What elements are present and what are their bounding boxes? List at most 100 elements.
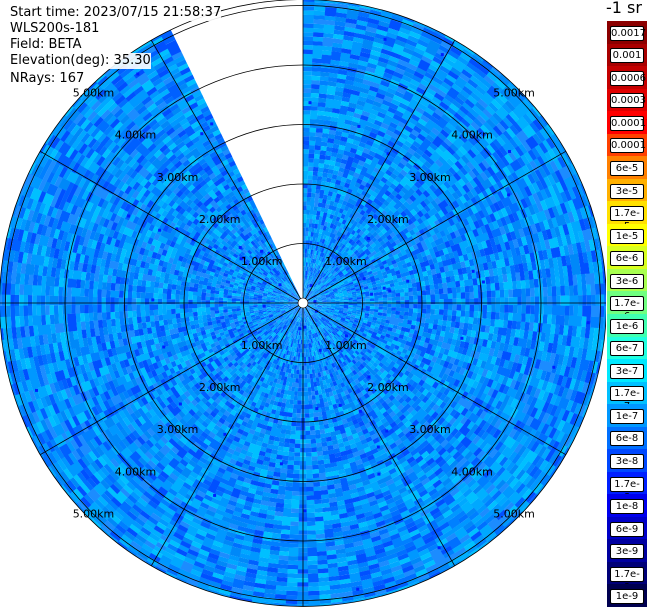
colorbar-swatch: 0.0003: [607, 88, 647, 112]
colorbar-tick-label: 0.00017: [610, 115, 647, 131]
colorbar-swatch: 1.7e-8: [607, 471, 647, 503]
colorbar-tick-label: 0.0006: [610, 70, 646, 86]
field-speckle: [308, 101, 312, 105]
field-speckle: [388, 289, 392, 293]
range-ring-label: 4.00km: [115, 465, 157, 478]
field-speckle: [377, 472, 381, 476]
field-speckle: [440, 53, 444, 57]
field-speckle: [507, 193, 511, 197]
colorbar-swatch: 6e-8: [607, 426, 647, 450]
colorbar-swatch: 1.7e-7: [607, 381, 647, 412]
colorbar-tick-label: 1e-9: [610, 589, 644, 605]
ppi-plot: 1.00km 1.00km 1.00km 1.00km 2.00km 2.00km 2.00…: [0, 0, 606, 607]
range-ring-label: 2.00km: [199, 381, 241, 394]
instrument-label: WLS200s-181: [10, 21, 100, 37]
colorbar-swatch: 3e-5: [607, 178, 647, 202]
colorbar-tick-label: 6e-8: [610, 431, 644, 447]
origin-marker: [297, 297, 309, 309]
field-speckle: [362, 277, 366, 281]
field-speckle: [262, 304, 266, 308]
field-speckle: [356, 587, 360, 591]
colorbar-swatch: 0.0001: [607, 133, 647, 157]
range-ring-label: 1.00km: [241, 339, 283, 352]
field-speckle: [238, 246, 242, 249]
field-speckle: [586, 321, 590, 325]
field-speckle: [318, 348, 322, 352]
field-speckle: [367, 375, 371, 379]
range-ring-label: 2.00km: [367, 213, 409, 226]
colorbar-swatch: 0.0006: [607, 66, 647, 90]
field-speckle: [279, 462, 283, 466]
field-speckle: [136, 72, 140, 76]
field-speckle: [345, 334, 348, 338]
colorbar-swatch: 3e-7: [607, 359, 647, 383]
field-gates: [0, 2, 605, 607]
colorbar-tick-label: 0.0001: [610, 138, 646, 154]
field-speckle: [35, 388, 38, 392]
field-speckle: [437, 546, 441, 550]
azimuth-spoke: [40, 150, 304, 304]
range-ring-label: 3.00km: [157, 171, 199, 184]
colorbar-swatch: 6e-7: [607, 336, 647, 360]
polar-grid: [0, 0, 606, 607]
field-speckle: [314, 309, 318, 313]
field-speckle: [127, 214, 131, 218]
field-speckle: [178, 402, 182, 406]
colorbar-swatch: 0.0017: [607, 21, 647, 45]
field-speckle: [385, 429, 389, 433]
field-speckle: [481, 280, 485, 284]
colorbar-swatch: 1e-6: [607, 314, 647, 338]
azimuth-spoke: [40, 302, 304, 456]
colorbar-swatch: 6e-9: [607, 516, 647, 540]
range-ring-label: 3.00km: [409, 423, 451, 436]
colorbar-tick-label: 1.7e-8: [610, 476, 644, 503]
range-ring-label: 4.00km: [451, 129, 493, 142]
field-speckle: [309, 284, 313, 288]
range-labels: 1.00km 1.00km 1.00km 1.00km 2.00km 2.00km 2.00…: [73, 87, 535, 521]
field-speckle: [357, 124, 361, 128]
field-speckle: [338, 403, 342, 407]
colorbar-tick-label: 1.7e-5: [610, 206, 644, 232]
range-ring-label: 5.00km: [73, 87, 115, 100]
range-ring-label: 2.00km: [199, 213, 241, 226]
colorbar-swatch: 0.00017: [607, 111, 647, 135]
field-speckle: [366, 237, 370, 240]
colorbar-tick-label: 3e-5: [610, 183, 644, 199]
azimuth-spoke: [302, 40, 456, 304]
colorbar-tick-label: 1e-6: [610, 318, 644, 334]
colorbar-tick-label: 0.0017: [610, 25, 646, 41]
colorbar-units: -1 sr: [606, 0, 642, 17]
colorbar-tick-label: 1.7e-9: [610, 566, 644, 593]
colorbar-tick-label: 3e-8: [610, 453, 644, 469]
colorbar-swatch: 1e-9: [607, 584, 647, 607]
colorbar-swatch: 1e-5: [607, 223, 647, 247]
field-speckle: [158, 228, 162, 232]
colorbar-swatch: 3e-8: [607, 449, 647, 473]
colorbar: 0.0017 0.001 0.0006 0.0003 0.00017 0.0001 6e-5…: [607, 21, 647, 607]
field-speckle: [267, 251, 271, 255]
field-speckle: [303, 509, 307, 513]
colorbar-tick-label: 1e-8: [610, 499, 644, 515]
colorbar-swatch: 3e-6: [607, 268, 647, 292]
field-speckle: [315, 407, 319, 411]
colorbar-tick-label: 6e-5: [610, 160, 644, 176]
field-speckle: [175, 227, 179, 231]
colorbar-tick-label: 1.7e-6: [610, 296, 644, 322]
field-speckle: [376, 445, 380, 449]
field-gates: [7, 0, 606, 598]
colorbar-tick-label: 3e-6: [610, 273, 644, 289]
colorbar-tick-label: 3e-9: [610, 544, 644, 560]
field-speckle: [508, 150, 511, 153]
field-speckle: [383, 37, 387, 41]
colorbar-tick-label: 6e-6: [610, 251, 644, 267]
range-ring-label: 5.00km: [493, 87, 535, 100]
field-label: Field: BETA: [10, 37, 82, 53]
range-ring-label: 3.00km: [409, 171, 451, 184]
colorbar-tick-label: 3e-7: [610, 363, 644, 379]
field-speckle: [298, 327, 302, 331]
range-ring-label: 4.00km: [451, 465, 493, 478]
field-speckle: [210, 122, 214, 126]
azimuth-spoke: [302, 302, 566, 456]
azimuth-spoke: [150, 302, 304, 566]
field-speckle: [358, 409, 362, 413]
